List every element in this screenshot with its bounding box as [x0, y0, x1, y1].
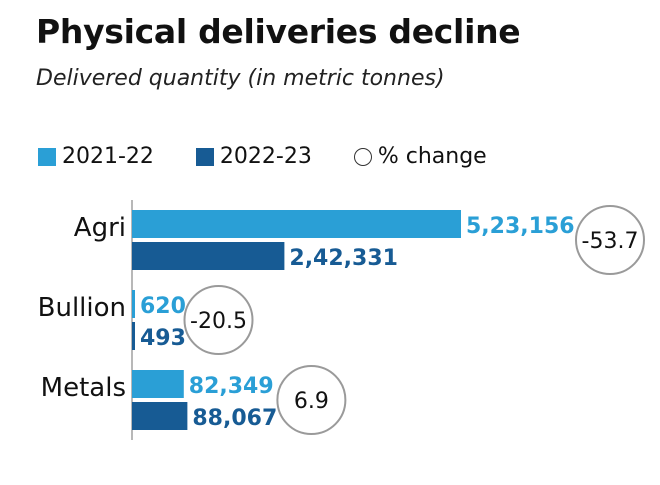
circle-icon — [353, 147, 372, 166]
data-label-metals-2021-22: 82,349 — [189, 374, 274, 399]
data-label-agri-2022-23: 2,42,331 — [289, 246, 398, 271]
bar-bullion-2022-23 — [132, 322, 135, 350]
bar-agri-2021-22 — [132, 210, 461, 238]
bar-metals-2021-22 — [132, 370, 184, 398]
legend-swatch-2021-22 — [38, 147, 56, 166]
chart-title: Physical deliveries decline — [36, 12, 521, 51]
bar-agri-2022-23 — [132, 242, 285, 270]
bar-bullion-2021-22 — [132, 290, 135, 318]
data-label-metals-2022-23: 88,067 — [192, 406, 277, 431]
data-label-agri-2021-22: 5,23,156 — [466, 214, 575, 239]
legend-item-pct-change: % change — [353, 144, 487, 169]
data-label-bullion-2021-22: 620 — [140, 294, 186, 319]
data-label-bullion-2022-23: 493 — [140, 326, 186, 351]
pct-change-label-agri: -53.7 — [582, 229, 639, 254]
category-label-agri: Agri — [74, 213, 126, 243]
pct-change-circle-bullion — [183, 285, 254, 355]
pct-change-circle-agri — [575, 205, 645, 275]
category-label-metals: Metals — [41, 373, 126, 403]
legend-swatch-2022-23 — [195, 147, 214, 166]
legend: 2021-22 2022-23 % change — [38, 144, 487, 169]
bar-chart: Agri 5,23,156 2,42,331 -53.7 Bullion 620 493-2… — [38, 200, 645, 440]
bar-metals-2022-23 — [132, 402, 188, 430]
legend-label-pct-change: % change — [377, 144, 487, 169]
legend-label-2022-23: 2022-23 — [219, 144, 312, 169]
legend-item-2022-23: 2022-23 — [195, 144, 312, 169]
chart-subtitle: Delivered quantity (in metric tonnes) — [36, 66, 445, 91]
legend-label-2021-22: 2021-22 — [62, 144, 154, 169]
pct-change-circle-metals — [276, 365, 347, 435]
category-label-bullion: Bullion — [38, 293, 126, 323]
pct-change-label-metals: 6.9 — [294, 389, 329, 414]
legend-item-2021-22: 2021-22 — [38, 144, 154, 169]
pct-change-label-bullion: -20.5 — [190, 309, 247, 334]
